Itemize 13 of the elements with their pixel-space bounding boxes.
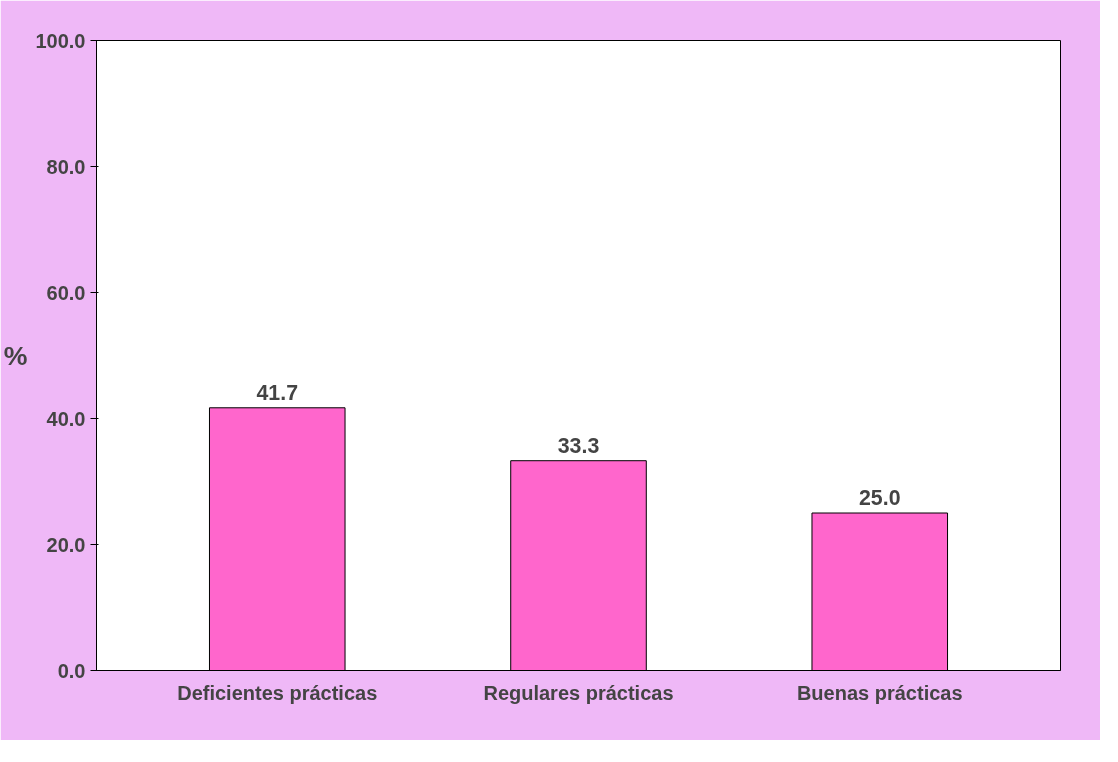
y-tick-label: 0.0	[57, 659, 86, 682]
y-axis-title: %	[3, 340, 28, 371]
data-label: 25.0	[858, 486, 901, 510]
x-tick-label: Buenas prácticas	[796, 681, 963, 704]
x-tick-label: Deficientes prácticas	[177, 681, 378, 704]
y-tick-label: 60.0	[46, 281, 86, 304]
y-tick-label: 100.0	[35, 29, 86, 52]
y-tick-label: 80.0	[46, 155, 86, 178]
data-label: 33.3	[557, 433, 600, 458]
y-tick-label: 40.0	[46, 407, 86, 430]
data-label: 41.7	[256, 380, 299, 405]
x-tick-label: Regulares prácticas	[483, 681, 674, 704]
y-tick-label: 20.0	[46, 533, 86, 556]
